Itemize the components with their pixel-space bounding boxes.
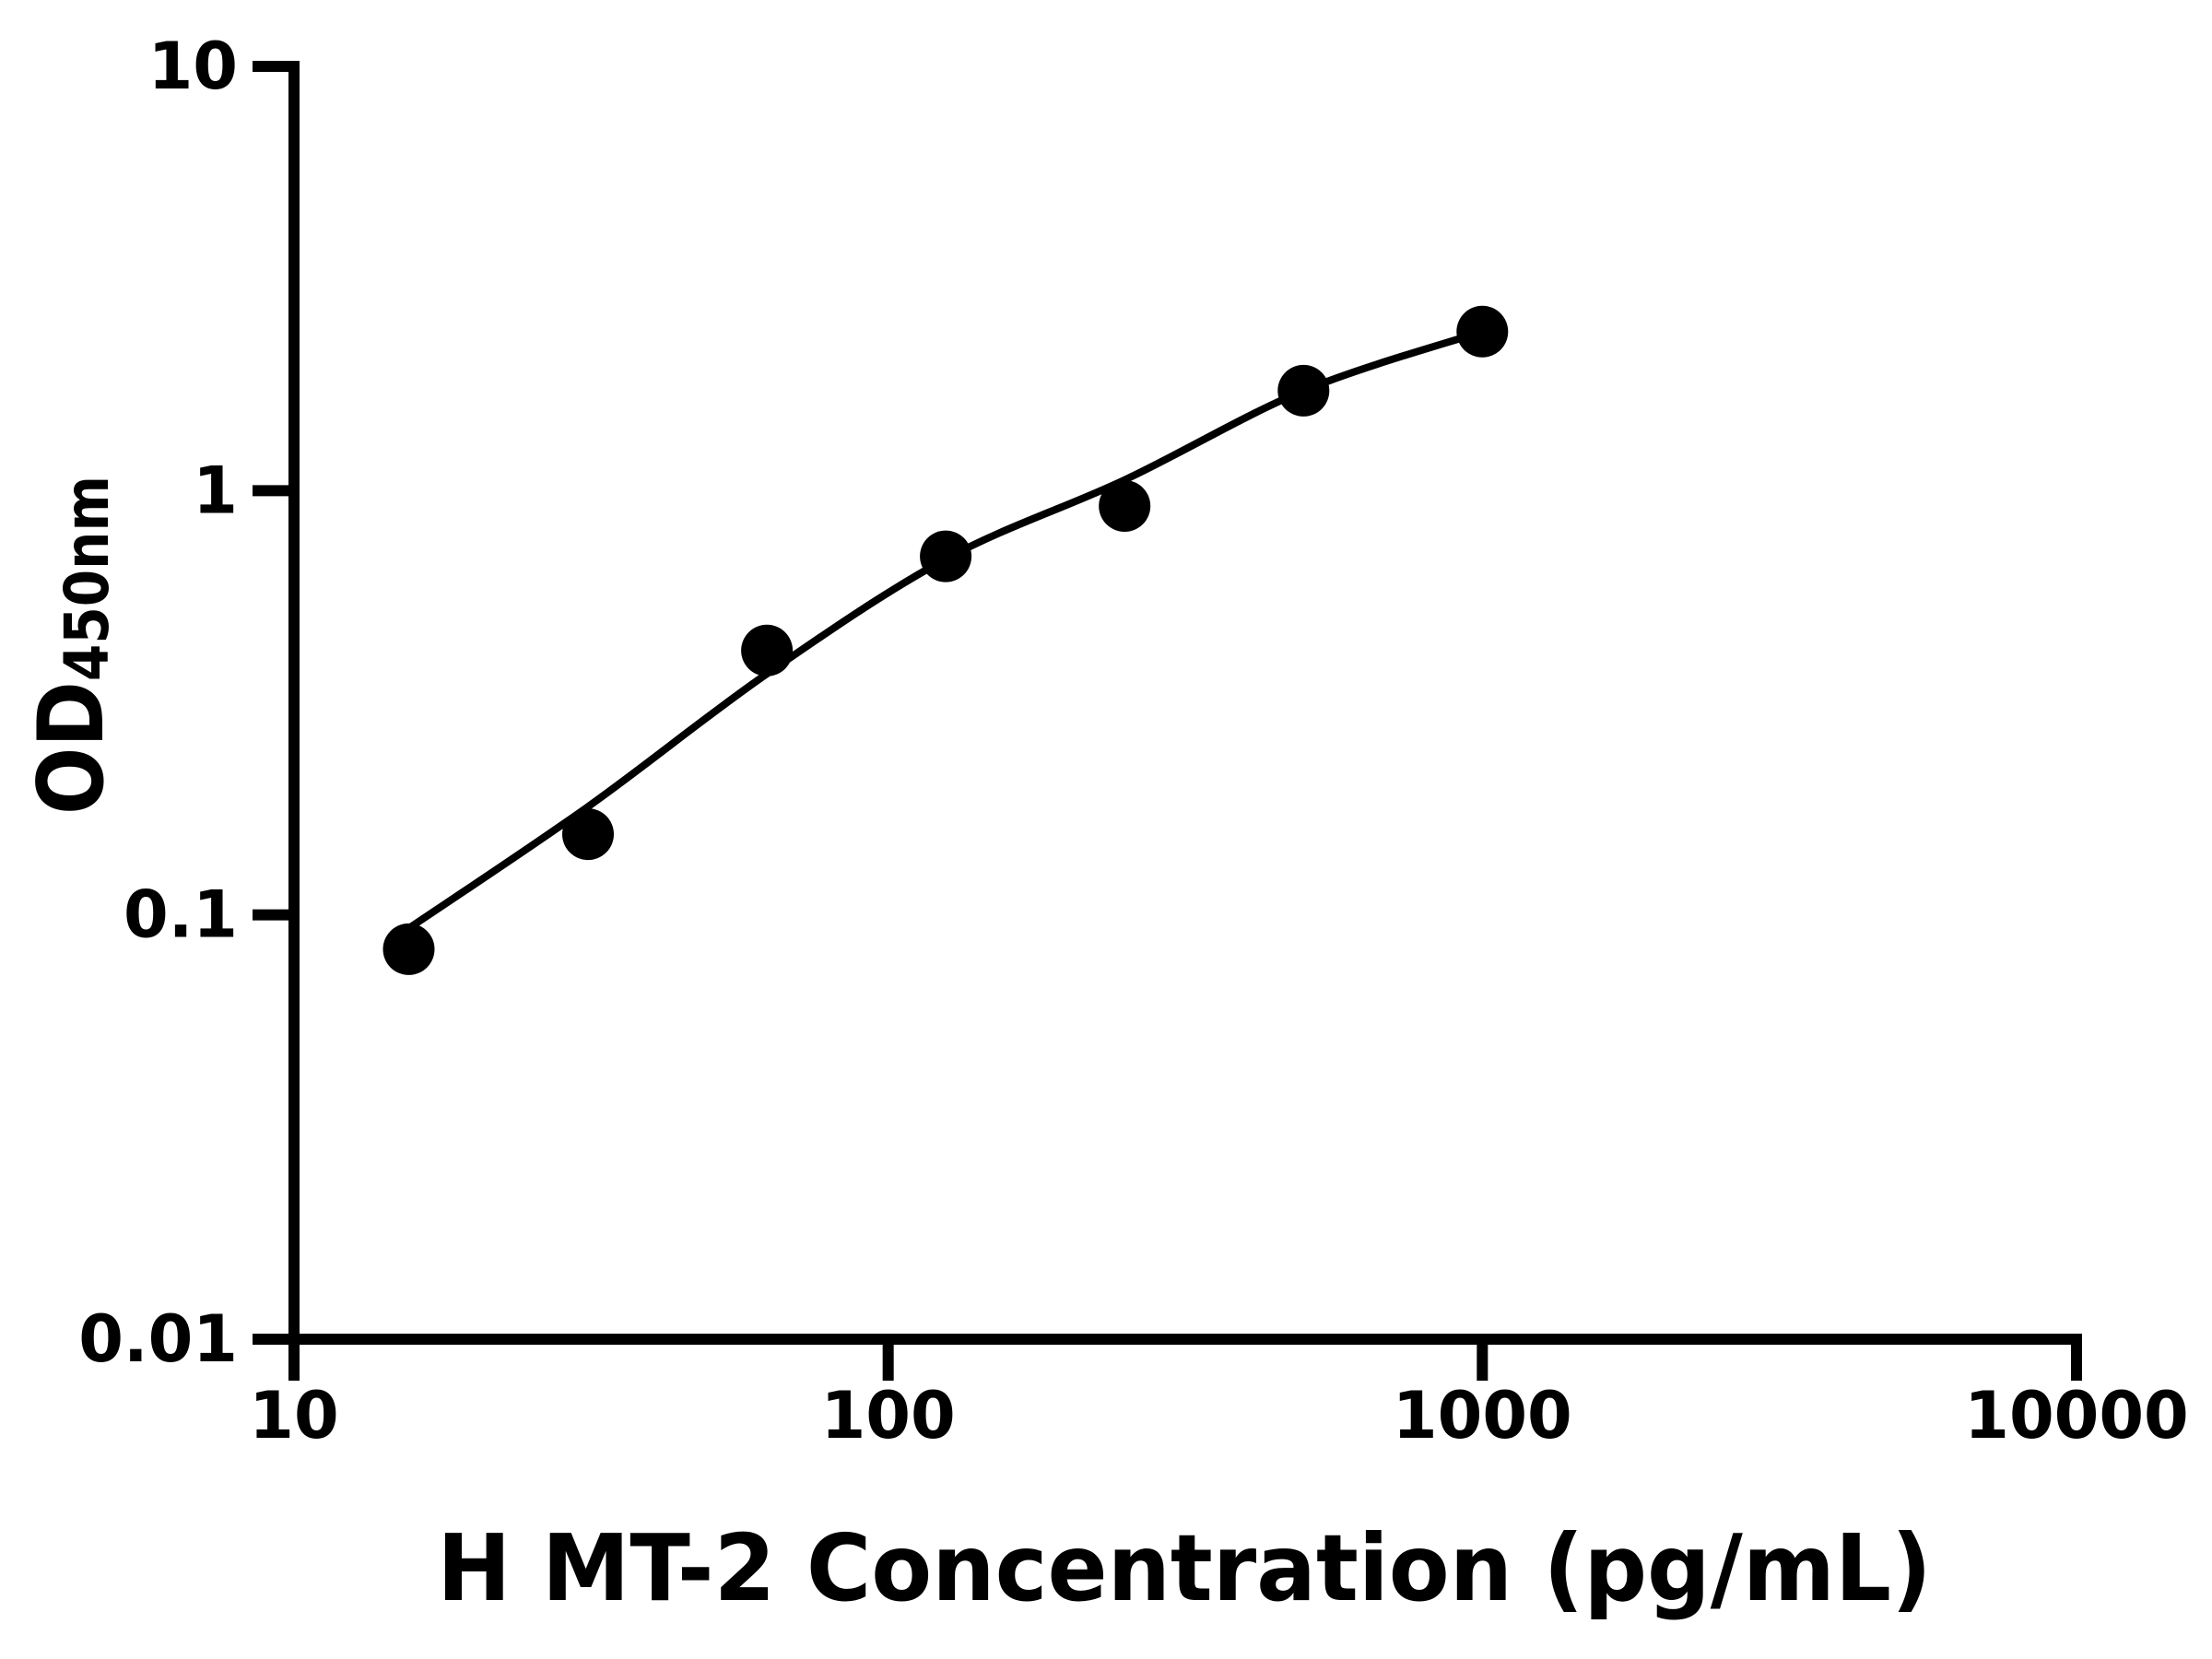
data-point [1099,480,1151,532]
data-point [1456,305,1509,358]
data-point [382,923,435,975]
y-tick-label: 10 [148,29,238,104]
y-axis-title: OD450nm [19,476,124,815]
x-tick-label: 1000 [1393,1378,1572,1453]
y-axis-title-subscript: 450nm [52,475,123,682]
data-point [1277,364,1330,417]
x-tick-label: 10 [249,1378,338,1453]
y-tick-label: 0.01 [78,1301,238,1377]
y-tick-label: 0.1 [124,877,238,953]
data-point [741,624,794,677]
y-axis-title-main: OD [19,681,124,816]
x-tick-label: 10000 [1964,1378,2189,1453]
x-tick-label: 100 [821,1378,956,1453]
data-point [562,808,614,861]
x-axis-title: H MT-2 Concentration (pg/mL) [437,1514,1932,1622]
y-tick-label: 1 [193,453,238,528]
data-point [920,530,972,582]
